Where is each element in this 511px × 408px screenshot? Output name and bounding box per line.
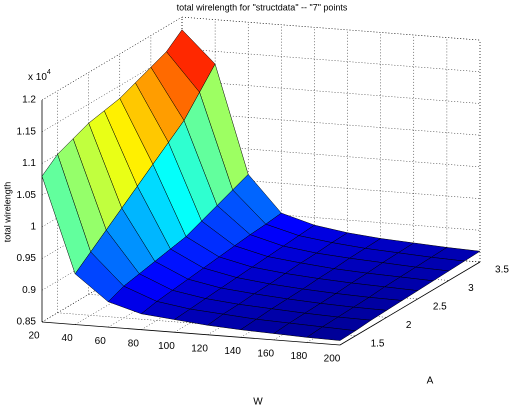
y-tick-label: 2 [406,320,412,331]
x-tick-label: 100 [158,341,175,352]
x-tick-label: 180 [291,351,308,362]
x-tick-label: 20 [28,331,40,342]
z-multiplier-power: 4 [47,69,51,76]
axis-line [181,16,481,41]
x-tick-label: 120 [191,343,208,354]
axis-line [41,321,341,346]
x-tick-label: 140 [224,346,241,357]
z-multiplier-base: x 10 [28,72,47,83]
chart-title: total wirelength for "structdata" -- "7"… [177,2,348,12]
x-tick-label: 60 [95,336,107,347]
grid-line [181,175,481,199]
grid-line [181,111,481,136]
grid-line [181,16,481,41]
surface-patch [306,326,357,341]
grid-line [339,261,481,346]
grid-line [181,207,481,231]
y-tick-label: 3.5 [495,265,509,276]
grid-line [181,80,481,104]
z-tick-label: 1.15 [17,126,37,137]
y-axis-label: A [427,376,434,387]
y-tick-label: 2.5 [433,302,447,313]
x-tick-label: 160 [257,349,274,360]
z-tick-label: 1 [30,222,36,233]
z-tick-label: 1.05 [17,190,37,201]
grid-line [181,48,481,73]
y-tick-label: 3 [468,283,474,294]
z-tick-label: 0.85 [17,317,37,328]
z-tick-label: 1.1 [22,158,36,169]
grid-line [41,16,183,101]
x-tick-label: 40 [62,333,74,344]
z-axis-label: total wirelength [2,182,12,243]
z-multiplier: x 104 [28,69,51,83]
x-tick-label: 80 [128,338,140,349]
z-tick-label: 1.2 [22,95,36,106]
x-tick-label: 200 [324,354,341,365]
x-axis-label: W [253,397,263,408]
grid-line [181,143,481,168]
z-tick-label: 0.9 [22,285,36,296]
y-tick-label: 1.5 [371,338,385,349]
z-tick-label: 0.95 [17,253,37,264]
